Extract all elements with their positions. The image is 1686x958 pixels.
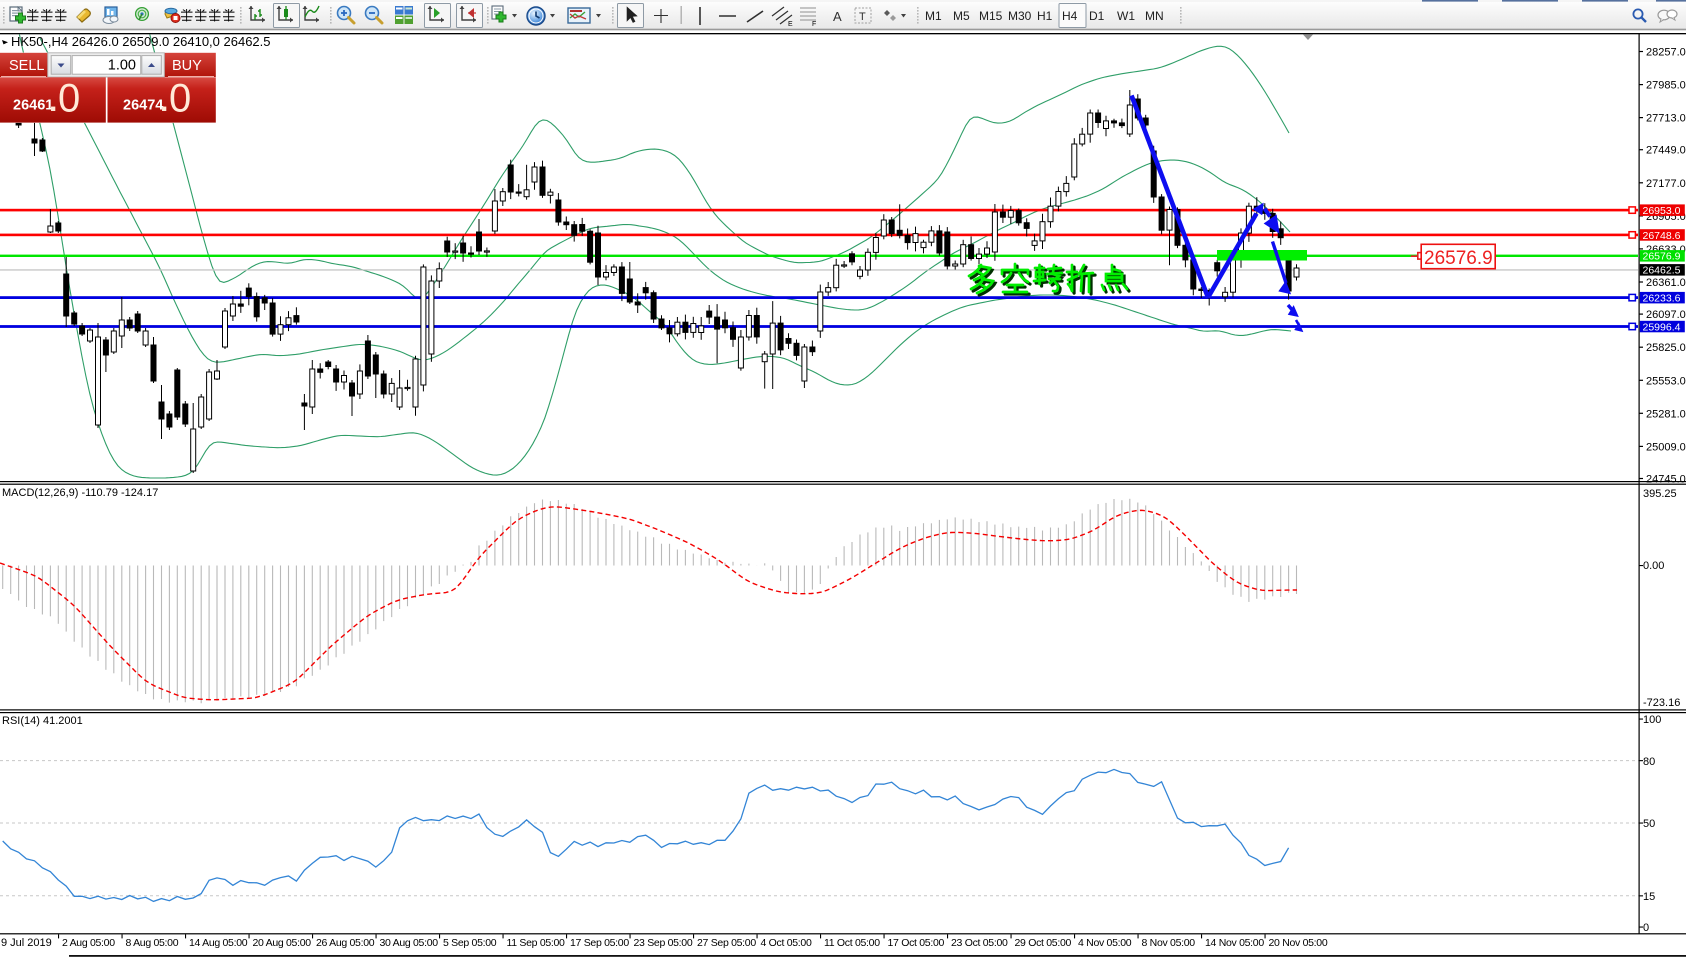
svg-text:20 Aug 05:00: 20 Aug 05:00 [253,937,312,949]
svg-text:HK50-,H4 26426.0 26509.0 2641: HK50-,H4 26426.0 26509.0 26410,0 26462.5 [11,34,271,49]
svg-text:25996.4: 25996.4 [1643,321,1681,333]
svg-text:24745.0: 24745.0 [1646,474,1686,486]
svg-text:RSI(14) 41.2001: RSI(14) 41.2001 [2,715,83,727]
svg-text:11 Oct 05:00: 11 Oct 05:00 [824,937,880,949]
svg-text:26576.9: 26576.9 [1424,248,1493,269]
svg-text:29 Oct 05:00: 29 Oct 05:00 [1015,937,1072,949]
svg-text:0: 0 [58,77,80,121]
svg-text:25281.0: 25281.0 [1646,408,1686,420]
svg-text:9 Jul 2019: 9 Jul 2019 [1,937,52,949]
svg-text:H1: H1 [1037,9,1053,23]
svg-text:14 Aug 05:00: 14 Aug 05:00 [189,937,248,949]
svg-text:M15: M15 [979,9,1003,23]
svg-text:26576.9: 26576.9 [1643,251,1681,263]
svg-text:SELL: SELL [9,58,44,74]
svg-text:26953.0: 26953.0 [1643,205,1681,217]
svg-text:23 Oct 05:00: 23 Oct 05:00 [951,937,1008,949]
svg-text:80: 80 [1643,756,1655,768]
svg-text:26 Aug 05:00: 26 Aug 05:00 [316,937,375,949]
svg-text:27449.0: 27449.0 [1646,145,1686,157]
svg-text:4 Nov 05:00: 4 Nov 05:00 [1078,937,1132,949]
svg-text:100: 100 [1643,714,1661,726]
svg-text:BUY: BUY [172,58,202,74]
svg-text:5 Sep 05:00: 5 Sep 05:00 [443,937,497,949]
svg-text:25009.0: 25009.0 [1646,441,1686,453]
svg-text:28257.0: 28257.0 [1646,47,1686,59]
svg-text:26461: 26461 [13,98,53,114]
svg-text:26462.5: 26462.5 [1643,265,1681,277]
svg-text:15: 15 [1643,891,1655,903]
svg-text:27177.0: 27177.0 [1646,178,1686,190]
svg-text:.: . [160,85,168,118]
svg-text:26748.6: 26748.6 [1643,230,1681,242]
svg-text:23 Sep 05:00: 23 Sep 05:00 [634,937,693,949]
svg-text:-723.16: -723.16 [1643,697,1680,709]
svg-text:26361.0: 26361.0 [1646,277,1686,289]
svg-text:20 Nov 05:00: 20 Nov 05:00 [1269,937,1328,949]
svg-text:14 Nov 05:00: 14 Nov 05:00 [1205,937,1264,949]
svg-text:27985.0: 27985.0 [1646,80,1686,92]
svg-text:M30: M30 [1008,9,1032,23]
svg-text:26474: 26474 [123,98,163,114]
svg-text:MACD(12,26,9) -110.79 -124.17: MACD(12,26,9) -110.79 -124.17 [2,487,158,499]
svg-text:H4: H4 [1062,9,1078,23]
svg-text:0: 0 [169,77,191,121]
svg-text:25553.0: 25553.0 [1646,375,1686,387]
svg-text:17 Sep 05:00: 17 Sep 05:00 [570,937,629,949]
svg-text:26233.6: 26233.6 [1643,293,1681,305]
svg-text:25825.0: 25825.0 [1646,342,1686,354]
svg-text:W1: W1 [1117,9,1135,23]
svg-text:1.00: 1.00 [108,58,136,74]
svg-text:M1: M1 [925,9,942,23]
svg-text:30 Aug 05:00: 30 Aug 05:00 [380,937,439,949]
svg-text:M5: M5 [953,9,970,23]
svg-text:17 Oct 05:00: 17 Oct 05:00 [888,937,945,949]
svg-text:MN: MN [1145,9,1164,23]
svg-text:395.25: 395.25 [1643,488,1677,500]
svg-text:.: . [49,85,57,118]
svg-text:11 Sep 05:00: 11 Sep 05:00 [507,937,566,949]
svg-text:T: T [859,11,866,23]
svg-text:26097.0: 26097.0 [1646,309,1686,321]
svg-text:27713.0: 27713.0 [1646,113,1686,125]
svg-text:50: 50 [1643,818,1655,830]
svg-text:F: F [812,21,816,28]
svg-text:0.00: 0.00 [1643,560,1664,572]
svg-text:4 Oct 05:00: 4 Oct 05:00 [761,937,812,949]
svg-text:27 Sep 05:00: 27 Sep 05:00 [697,937,756,949]
svg-text:0: 0 [1643,922,1649,934]
svg-text:2 Aug 05:00: 2 Aug 05:00 [62,937,115,949]
svg-text:A: A [833,9,842,24]
svg-text:D1: D1 [1089,9,1105,23]
svg-text:8 Nov 05:00: 8 Nov 05:00 [1142,937,1196,949]
svg-text:E: E [788,21,793,28]
svg-text:8 Aug 05:00: 8 Aug 05:00 [126,937,179,949]
